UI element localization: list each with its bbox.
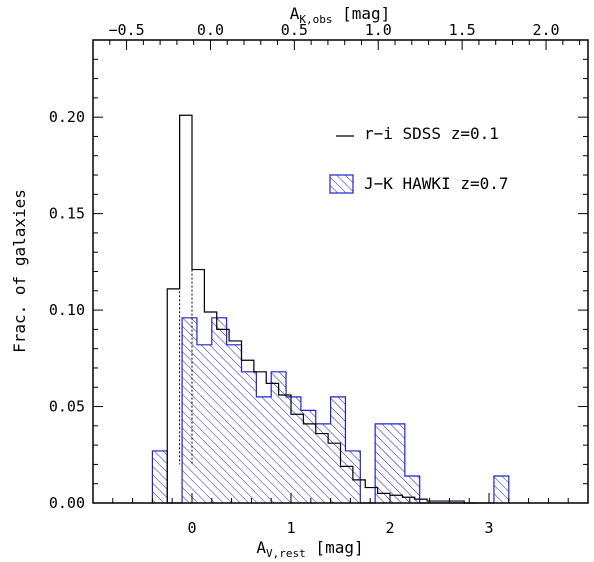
hawki-bar	[196, 344, 212, 503]
top-tick-label: −0.5	[108, 21, 144, 39]
hawki-bar	[152, 450, 168, 503]
top-tick-label: 1.0	[365, 21, 392, 39]
top-tick-label: 1.5	[449, 21, 476, 39]
hawki-bar	[315, 423, 331, 503]
histogram-series	[151, 114, 510, 504]
top-axis-title: AK,obs [mag]	[290, 4, 391, 26]
hawki-bar	[256, 396, 272, 503]
hawki-bar	[404, 475, 420, 503]
hawki-bar	[330, 396, 346, 503]
hawki-bar	[271, 371, 287, 503]
legend: r−i SDSS z=0.1 J−K HAWKI z=0.7	[329, 124, 509, 194]
hawki-bar	[493, 475, 509, 503]
hawki-bar	[390, 423, 405, 503]
axes: 0 1 2 3 −0.5 0.0 0.5 1.0 1.5 2.0 0.00 0.05 0.10 0.15 0…	[49, 21, 589, 537]
legend-label-sdss: r−i SDSS z=0.1	[364, 124, 499, 143]
hawki-bar	[286, 396, 301, 503]
legend-label-hawki: J−K HAWKI z=0.7	[364, 174, 509, 193]
y-tick-label: 0.00	[49, 494, 85, 512]
x-tick-label: 2	[385, 519, 394, 537]
legend-hatch-swatch	[329, 174, 354, 194]
sdss-step-line	[166, 114, 477, 504]
top-tick-label: 0.0	[197, 21, 224, 39]
hawki-bar	[211, 317, 227, 503]
y-tick-label: 0.20	[49, 108, 85, 126]
hawki-bar	[182, 317, 197, 503]
top-tick-label: 2.0	[533, 21, 560, 39]
y-axis-title: Frac. of galaxies	[10, 189, 29, 353]
hawki-bar	[241, 371, 257, 503]
y-tick-label: 0.10	[49, 301, 85, 319]
y-tick-label: 0.05	[49, 398, 85, 416]
hawki-bar	[300, 410, 316, 503]
x-axis-title: AV,rest [mag]	[256, 538, 363, 560]
top-tick-label: 0.5	[281, 21, 308, 39]
x-tick-label: 0	[187, 519, 196, 537]
y-tick-label: 0.15	[49, 205, 85, 223]
hawki-bar	[375, 423, 390, 503]
x-tick-label: 3	[484, 519, 493, 537]
x-tick-label: 1	[286, 519, 295, 537]
hawki-bar	[226, 344, 242, 503]
